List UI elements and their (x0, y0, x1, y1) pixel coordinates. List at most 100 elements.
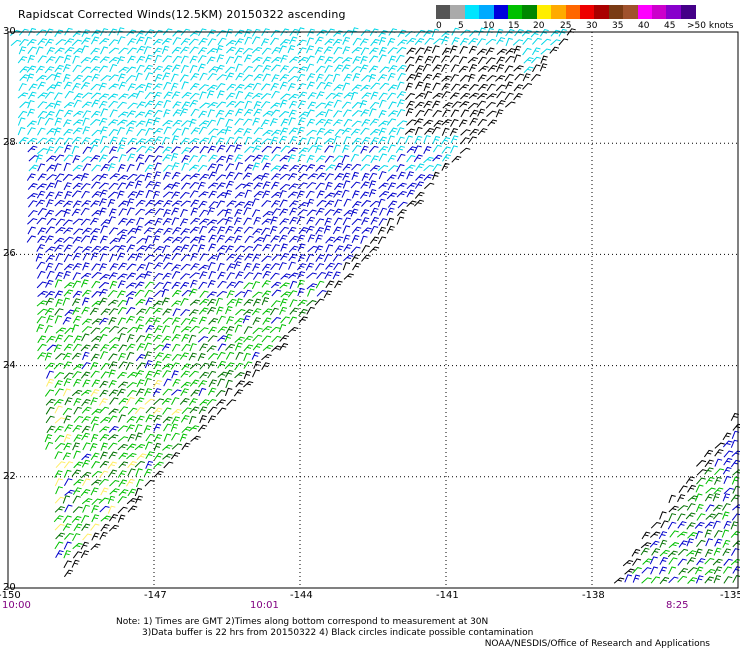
wind-barb (315, 207, 325, 216)
wind-barb (90, 416, 100, 425)
wind-barb (63, 109, 73, 118)
wind-barb (73, 228, 84, 235)
wind-barb (181, 426, 192, 434)
wind-barb (198, 28, 207, 37)
wind-barb (704, 529, 712, 538)
wind-barb (522, 73, 531, 82)
wind-barb (260, 93, 272, 100)
wind-barb (63, 137, 73, 146)
wind-barb (71, 389, 83, 397)
wind-barb (359, 64, 369, 73)
wind-barb (37, 92, 48, 99)
wind-barb (404, 56, 415, 64)
wind-barb (289, 36, 298, 45)
wind-barb (125, 75, 136, 83)
wind-barb (99, 135, 108, 144)
wind-barb (667, 521, 677, 530)
wind-barb (386, 192, 397, 200)
wind-barb (80, 515, 90, 524)
wind-barb (253, 64, 263, 73)
wind-barb (80, 56, 91, 64)
wind-barb (714, 468, 725, 476)
wind-barb (125, 181, 135, 189)
wind-barb (189, 55, 198, 64)
wind-barb (225, 72, 235, 81)
wind-barb (179, 273, 191, 280)
wind-barb (108, 451, 118, 460)
wind-barb (153, 369, 162, 378)
wind-barb (72, 174, 83, 181)
wind-barb (98, 246, 110, 253)
wind-barb (163, 81, 172, 90)
wind-barb (171, 300, 182, 308)
wind-barb (181, 343, 191, 352)
wind-barb (297, 254, 306, 263)
wind-barb (441, 146, 451, 154)
wind-barb (315, 155, 326, 163)
wind-barb (305, 262, 315, 271)
wind-barb (108, 100, 118, 108)
wind-barb (387, 47, 398, 54)
wind-barb (154, 100, 164, 109)
wind-barb (243, 262, 252, 271)
wind-barb (98, 154, 108, 163)
wind-barb (370, 225, 379, 234)
wind-barb (253, 237, 264, 244)
wind-barb (108, 272, 118, 280)
wind-barb (36, 183, 47, 190)
wind-barb (81, 227, 92, 235)
wind-barb (171, 64, 181, 73)
wind-barb (406, 200, 417, 207)
wind-barb (109, 397, 119, 405)
wind-barb (170, 82, 179, 91)
wind-barb (152, 300, 163, 308)
wind-barb (351, 218, 362, 226)
wind-barb (234, 101, 245, 108)
wind-barb (288, 66, 299, 74)
wind-barb (99, 263, 108, 272)
wind-barb (343, 73, 353, 82)
wind-barb (180, 228, 190, 236)
wind-barb (99, 351, 108, 360)
wind-barb (297, 83, 307, 91)
wind-barb (35, 154, 43, 163)
wind-barb (714, 449, 724, 457)
wind-barb (81, 416, 91, 424)
wind-barb (81, 362, 91, 370)
wind-barb (161, 363, 173, 370)
wind-barb (80, 82, 90, 90)
wind-barb (397, 72, 406, 81)
wind-barb (713, 487, 724, 495)
wind-barb (90, 66, 101, 74)
wind-barb (288, 261, 296, 270)
wind-barb (179, 397, 190, 405)
wind-barb (316, 127, 326, 136)
latitude-tick-label: 30 (3, 26, 16, 37)
wind-barb (278, 164, 289, 172)
wind-barb (45, 398, 56, 406)
wind-barb (207, 73, 217, 81)
wind-barb (378, 145, 389, 153)
wind-barb (207, 29, 216, 37)
wind-barb (189, 343, 197, 352)
wind-barb (495, 109, 504, 118)
wind-barb (467, 56, 478, 64)
wind-barb (730, 459, 740, 468)
wind-barb (316, 172, 327, 180)
wind-barb (118, 217, 128, 226)
wind-barb (271, 345, 282, 352)
wind-barb (423, 119, 434, 127)
wind-barb (325, 280, 335, 289)
wind-barb (386, 217, 395, 226)
wind-barb (82, 110, 92, 118)
wind-barb (55, 327, 67, 334)
wind-barb (63, 208, 71, 218)
wind-barb (27, 108, 36, 117)
wind-barb (172, 245, 183, 253)
wind-barb (98, 334, 108, 342)
wind-barb (641, 577, 652, 584)
wind-barb (161, 38, 172, 45)
wind-barb (144, 172, 153, 181)
wind-barb (226, 200, 237, 207)
wind-barb (730, 531, 740, 538)
